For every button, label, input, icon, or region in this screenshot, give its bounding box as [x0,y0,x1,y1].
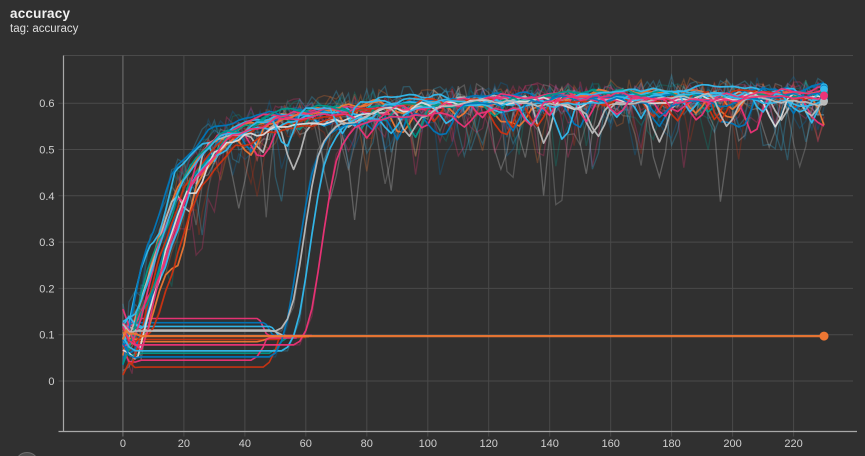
card-header: accuracy tag: accuracy [10,5,78,37]
run-flat-teal-line [122,336,300,356]
run-stuck-orange-endpoint-dot [819,331,829,341]
y-tick-label: 0.4 [39,191,54,203]
x-tick-label: 40 [239,438,251,450]
axes [58,55,857,433]
chart-tag-subtitle: tag: accuracy [10,23,79,35]
run-late-gray-line [122,92,825,334]
run-late-cyan-line [122,92,825,352]
x-tick-label: 0 [120,438,126,450]
y-tick-label: 0.5 [39,145,54,157]
run-13-raw-line [122,78,825,351]
run-flat-red-line [122,335,303,352]
run-flat-pink-low-line [122,337,297,363]
x-tick-label: 200 [723,438,741,450]
run-late-pink-line [122,94,825,346]
x-tick-label: 140 [541,438,559,450]
x-tick-label: 60 [300,438,312,450]
x-tick-label: 20 [178,438,190,450]
run-flat-cyan-line [122,323,303,347]
x-tick-label: 160 [602,438,620,450]
x-tick-label: 80 [361,438,373,450]
run-15-endpoint-dot [820,85,828,94]
y-tick-label: 0.2 [39,283,54,295]
run-stuck-orange-line [121,329,824,340]
chart-title: accuracy [10,6,71,21]
run-late-pink-endpoint-dot [820,92,828,100]
y-tick-label: 0.1 [39,330,54,342]
x-tick-label: 100 [419,438,437,450]
y-tick-label: 0 [48,376,54,388]
y-tick-label: 0.6 [39,98,54,110]
x-tick-label: 180 [662,438,680,450]
endpoint-dots [819,83,829,341]
x-tick-label: 220 [784,438,802,450]
x-tick-label: 120 [480,438,498,450]
y-tick-label: 0.3 [39,237,54,249]
run-flat-red-low-line [122,336,306,369]
series-lines [121,81,825,376]
